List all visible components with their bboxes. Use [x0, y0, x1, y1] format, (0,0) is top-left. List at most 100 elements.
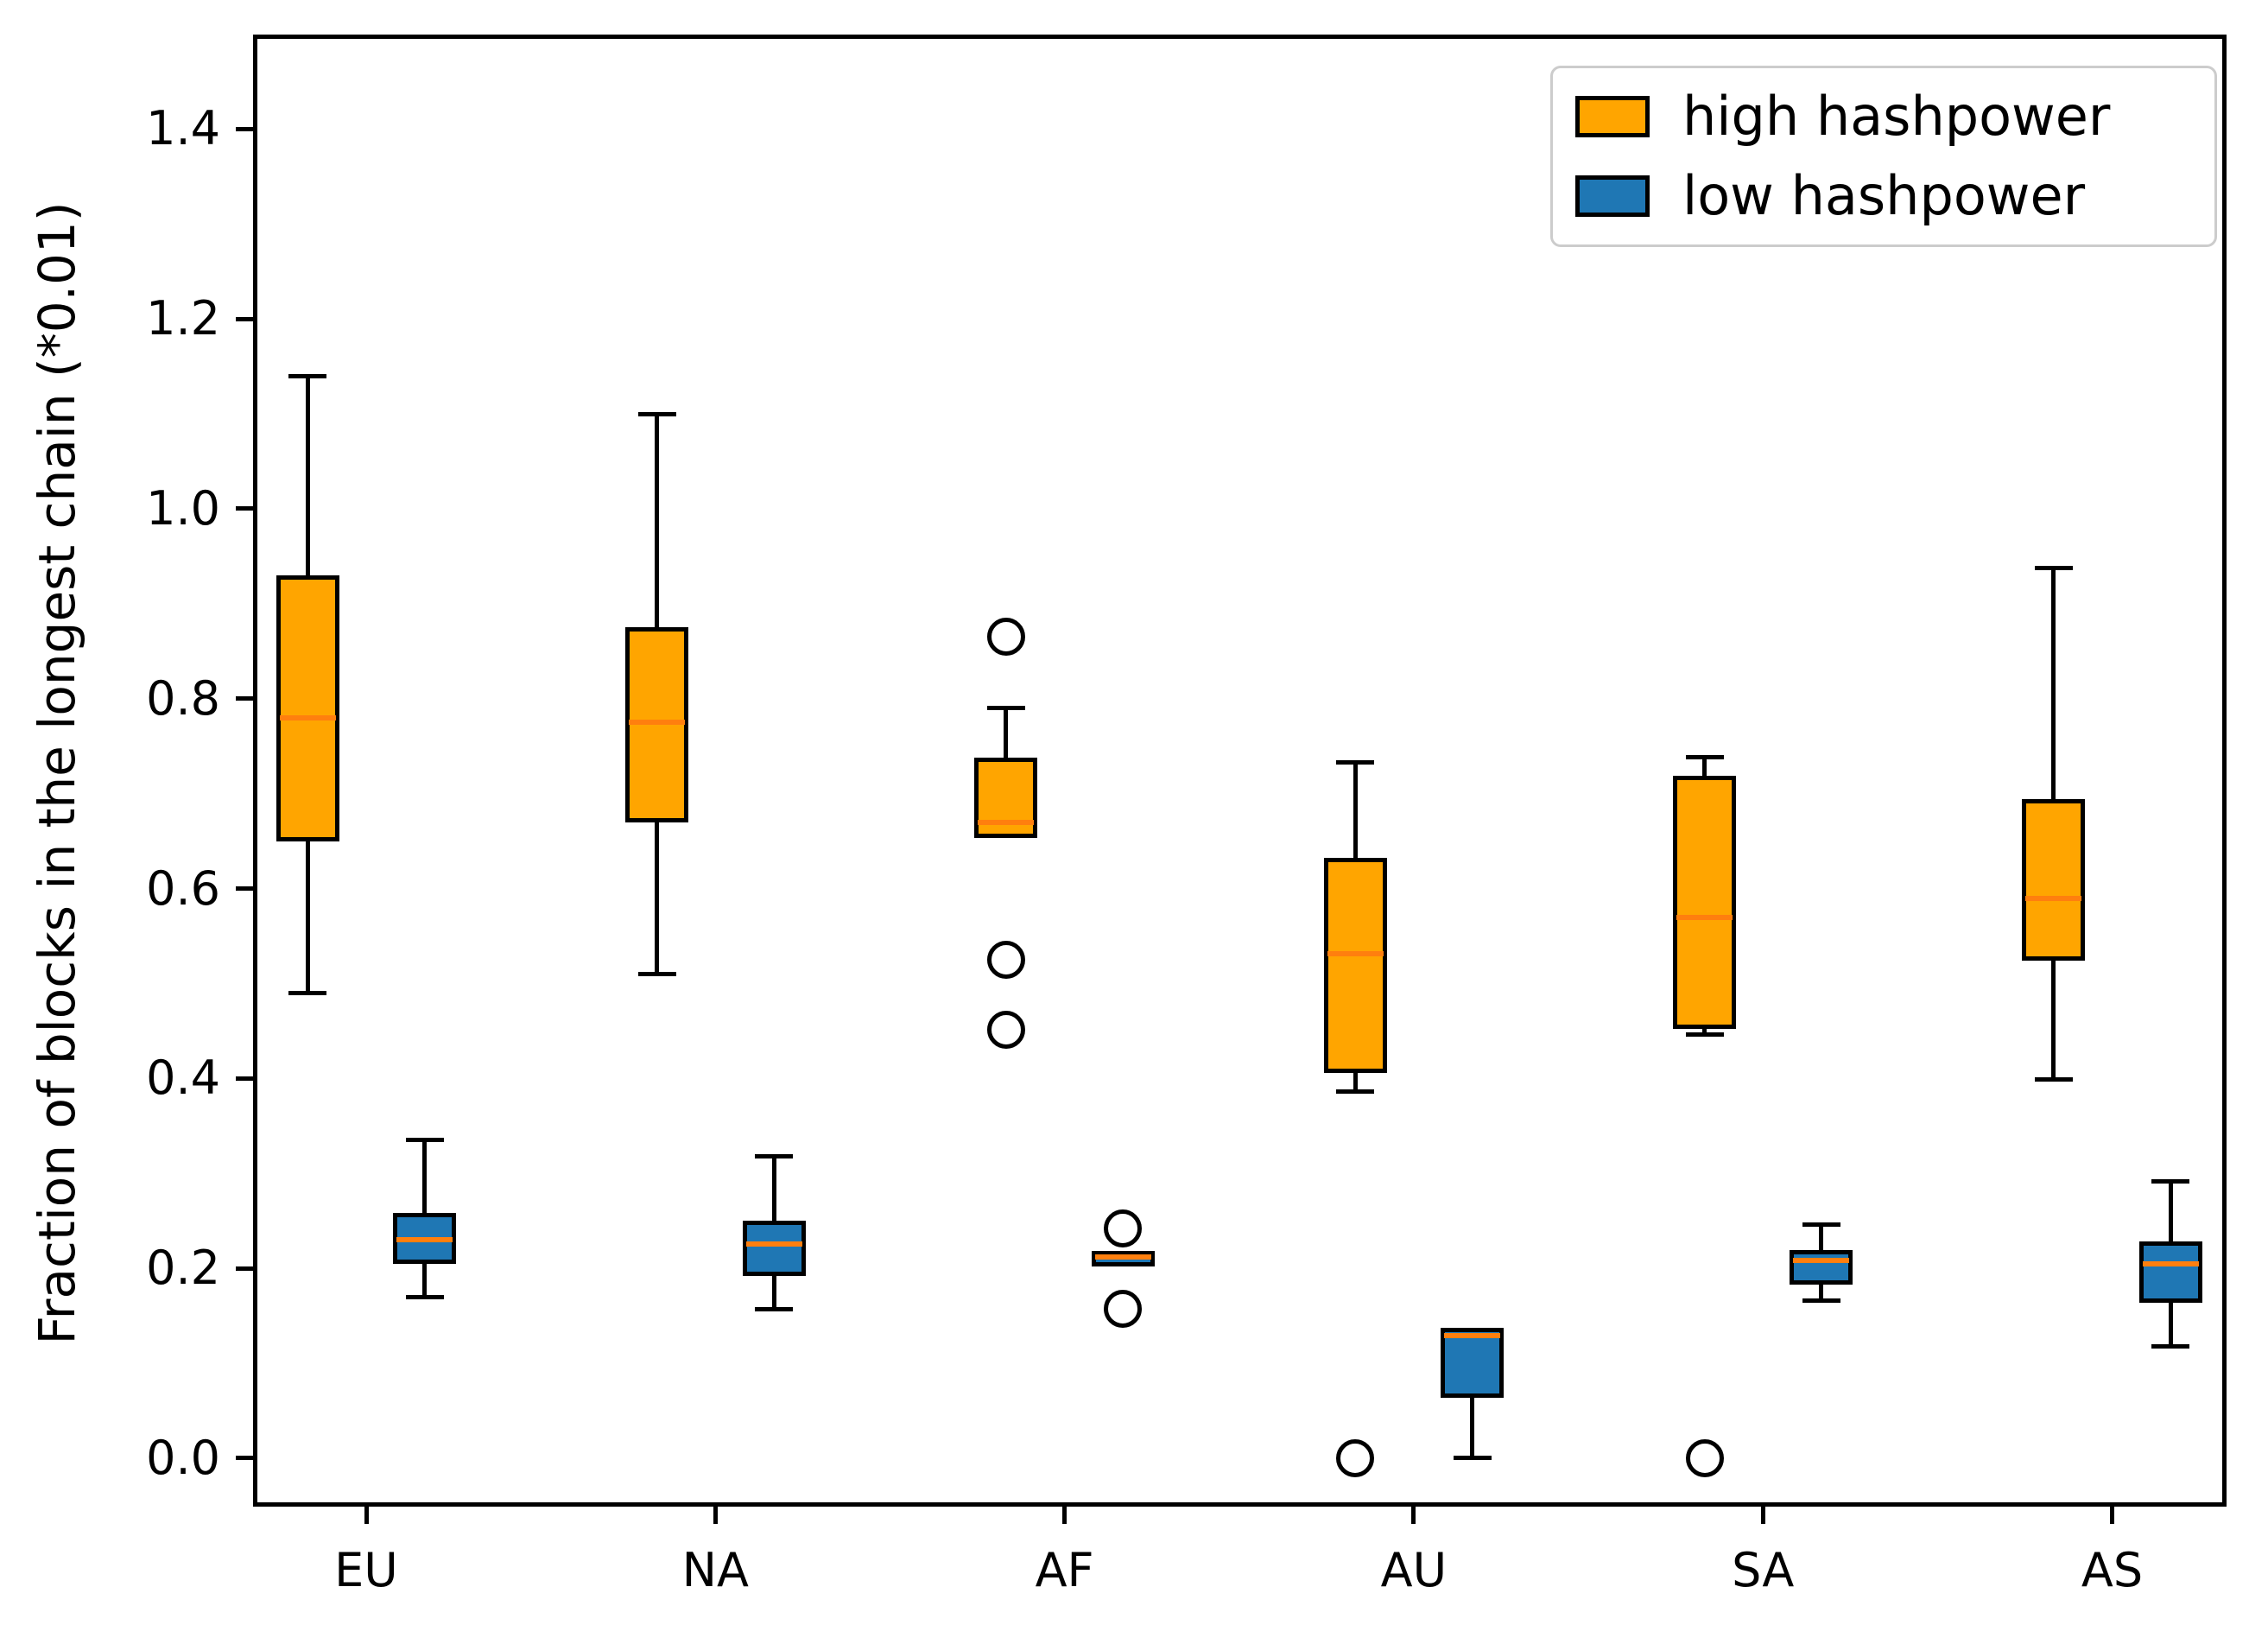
legend-label-low-hashpower: low hashpower	[1682, 164, 2086, 227]
whisker-cap-upper-high-NA	[637, 411, 676, 416]
outlier-high-AF	[986, 1011, 1025, 1050]
whisker-lower-low-EU	[422, 1263, 428, 1298]
legend-item-high-hashpower: high hashpower	[1575, 88, 2214, 145]
box-high-AU	[1323, 858, 1387, 1073]
x-tick-mark	[2110, 1507, 2114, 1524]
median-low-EU	[396, 1237, 453, 1243]
whisker-cap-upper-low-AS	[2151, 1178, 2190, 1184]
x-tick-label: EU	[334, 1543, 398, 1597]
whisker-upper-high-EU	[305, 376, 310, 575]
x-tick-label: AF	[1035, 1543, 1094, 1597]
y-axis-label: Fraction of blocks in the longest chain …	[28, 201, 86, 1345]
whisker-upper-low-SA	[1819, 1224, 1824, 1251]
legend-swatch-high-hashpower	[1575, 96, 1650, 137]
whisker-upper-low-EU	[422, 1139, 428, 1214]
y-tick-mark	[236, 1456, 253, 1461]
box-high-SA	[1673, 775, 1736, 1030]
x-tick-label: NA	[681, 1543, 749, 1597]
median-low-NA	[745, 1241, 802, 1247]
y-tick-label: 0.2	[146, 1241, 220, 1296]
whisker-lower-high-AU	[1353, 1072, 1358, 1092]
box-low-NA	[742, 1221, 806, 1276]
whisker-upper-high-AS	[2051, 568, 2056, 800]
median-high-SA	[1676, 914, 1733, 920]
whisker-lower-low-NA	[771, 1275, 776, 1310]
whisker-lower-high-EU	[305, 841, 310, 993]
median-high-AU	[1327, 951, 1384, 957]
whisker-cap-lower-high-AU	[1336, 1089, 1375, 1095]
legend-label-high-hashpower: high hashpower	[1682, 85, 2111, 148]
outlier-high-AF	[986, 940, 1025, 979]
legend: high hashpower low hashpower	[1550, 66, 2217, 247]
whisker-cap-upper-low-SA	[1802, 1222, 1840, 1228]
whisker-lower-high-SA	[1702, 1029, 1707, 1035]
plot-area	[253, 35, 2227, 1507]
whisker-cap-upper-high-AU	[1336, 759, 1375, 765]
whisker-upper-low-AS	[2168, 1181, 2173, 1242]
median-low-AU	[1444, 1333, 1501, 1339]
y-tick-label: 0.6	[146, 860, 220, 916]
y-tick-label: 1.2	[146, 291, 220, 346]
whisker-cap-lower-high-NA	[637, 971, 676, 976]
whisker-upper-high-NA	[655, 414, 660, 628]
outlier-high-AF	[986, 618, 1025, 657]
box-low-AU	[1441, 1328, 1505, 1398]
legend-item-low-hashpower: low hashpower	[1575, 168, 2214, 225]
y-tick-label: 0.4	[146, 1051, 220, 1106]
whisker-upper-high-AF	[1004, 708, 1009, 758]
x-tick-mark	[364, 1507, 369, 1524]
y-tick-mark	[236, 316, 253, 321]
y-tick-mark	[236, 126, 253, 131]
whisker-cap-lower-low-AS	[2151, 1343, 2190, 1349]
whisker-cap-lower-low-SA	[1802, 1298, 1840, 1304]
whisker-cap-lower-high-SA	[1685, 1032, 1724, 1038]
y-tick-mark	[236, 506, 253, 511]
whisker-lower-low-AS	[2168, 1302, 2173, 1347]
outlier-low-AF	[1104, 1290, 1143, 1329]
x-tick-label: SA	[1732, 1543, 1795, 1597]
box-high-AS	[2022, 799, 2086, 962]
whisker-lower-high-AS	[2051, 961, 2056, 1080]
whisker-lower-low-SA	[1819, 1284, 1824, 1301]
outlier-low-AF	[1104, 1209, 1143, 1247]
y-tick-mark	[236, 886, 253, 892]
whisker-cap-upper-high-SA	[1685, 755, 1724, 760]
x-tick-mark	[1411, 1507, 1416, 1524]
whisker-upper-high-SA	[1702, 757, 1707, 776]
whisker-cap-lower-high-AS	[2034, 1076, 2073, 1082]
whisker-upper-high-AU	[1353, 762, 1358, 859]
box-low-SA	[1790, 1250, 1853, 1285]
median-high-NA	[629, 720, 686, 726]
x-tick-mark	[1760, 1507, 1765, 1524]
median-low-AF	[1094, 1254, 1151, 1260]
box-high-AF	[974, 757, 1038, 839]
whisker-cap-upper-high-AS	[2034, 565, 2073, 570]
y-tick-label: 0.8	[146, 670, 220, 726]
whisker-cap-lower-high-EU	[288, 990, 327, 995]
x-tick-label: AS	[2081, 1543, 2144, 1597]
box-high-EU	[276, 574, 339, 841]
whisker-cap-upper-high-EU	[288, 373, 327, 378]
legend-swatch-low-hashpower	[1575, 175, 1650, 217]
whisker-cap-lower-low-EU	[405, 1294, 444, 1299]
whisker-cap-lower-low-AU	[1453, 1456, 1492, 1461]
whisker-lower-low-AU	[1470, 1397, 1475, 1458]
median-high-EU	[279, 714, 336, 720]
x-tick-mark	[1062, 1507, 1067, 1524]
y-tick-label: 1.0	[146, 480, 220, 536]
whisker-cap-upper-high-AF	[986, 706, 1025, 711]
whisker-lower-high-NA	[655, 822, 660, 974]
median-high-AF	[978, 819, 1035, 825]
box-low-AS	[2138, 1241, 2202, 1303]
whisker-upper-low-NA	[771, 1156, 776, 1222]
y-tick-label: 1.4	[146, 101, 220, 156]
median-high-AS	[2025, 895, 2082, 901]
y-tick-mark	[236, 1266, 253, 1271]
outlier-high-AU	[1336, 1438, 1375, 1477]
whisker-cap-upper-low-NA	[755, 1153, 793, 1158]
x-tick-mark	[713, 1507, 718, 1524]
y-tick-mark	[236, 696, 253, 701]
x-tick-label: AU	[1380, 1543, 1448, 1597]
outlier-high-SA	[1685, 1438, 1724, 1477]
